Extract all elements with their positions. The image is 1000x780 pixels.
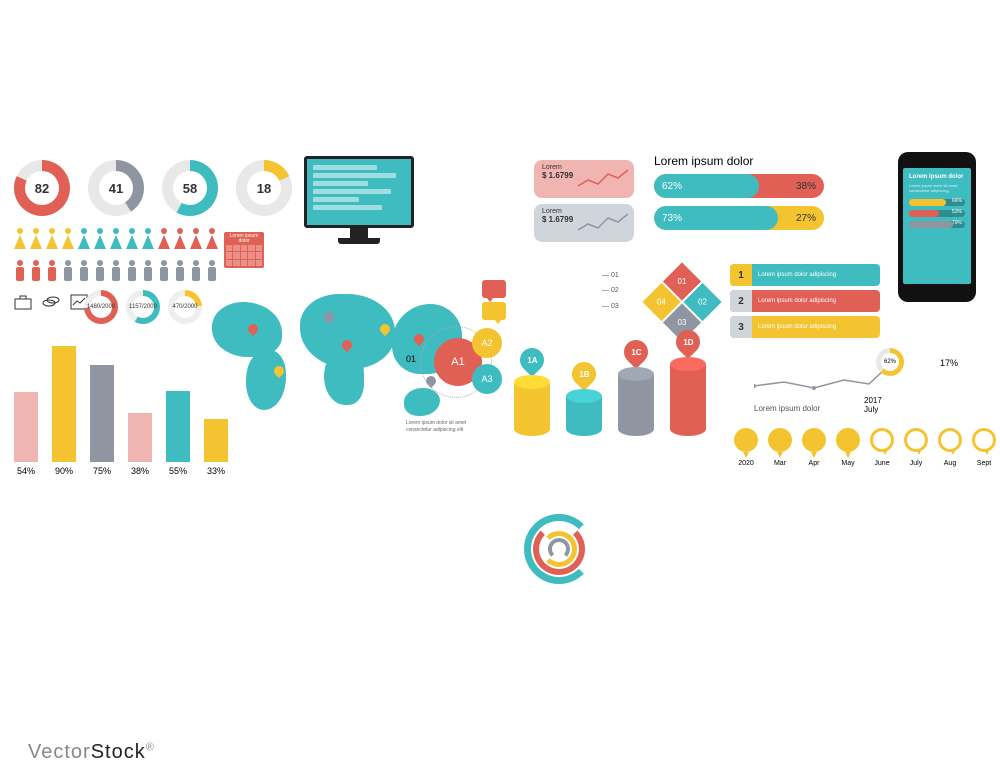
woman-icon (110, 228, 122, 254)
numbered-list: 1Lorem ipsum dolor adipiscing 2Lorem ips… (730, 264, 880, 342)
man-icon (110, 260, 122, 286)
man-icon (142, 260, 154, 286)
mini-donuts: 1480/20001157/2000470/2000 (84, 290, 202, 324)
calendar-icon: Lorem ipsum dolor (224, 232, 264, 268)
man-icon (94, 260, 106, 286)
progress-block: Lorem ipsum dolor 62%38% 73%27% (654, 154, 824, 238)
man-icon (62, 260, 74, 286)
woman-icon (174, 228, 186, 254)
gauge: 41 (88, 160, 144, 216)
woman-icon (158, 228, 170, 254)
timeline-item: June (870, 428, 894, 467)
bar: 75% (90, 365, 114, 476)
progress-bar: 62%38% (654, 174, 824, 198)
coins-icon (42, 294, 60, 310)
diamond-chart: 01020403 (654, 274, 710, 330)
timeline-item: Mar (768, 428, 792, 467)
gauge: 18 (236, 160, 292, 216)
cylinder: 1A (514, 382, 550, 436)
venn-a2: A2 (472, 328, 502, 358)
bar: 55% (166, 391, 190, 476)
mini-donut: 470/2000 (168, 290, 202, 324)
watermark: VectorStock® (28, 741, 155, 764)
timeline-item: Aug (938, 428, 962, 467)
woman-icon (30, 228, 42, 254)
gauge: 82 (14, 160, 70, 216)
list-item: 1Lorem ipsum dolor adipiscing (730, 264, 880, 286)
timeline-item: July (904, 428, 928, 467)
progress-bar: 73%27% (654, 206, 824, 230)
venn-side-label: 01 (406, 354, 416, 364)
radial-chart (524, 514, 594, 584)
progress-title: Lorem ipsum dolor (654, 154, 824, 168)
timeline-caption: Lorem ipsum dolor (754, 404, 820, 413)
people-pictogram (14, 228, 218, 286)
bar: 90% (52, 346, 76, 476)
man-icon (30, 260, 42, 286)
woman-icon (206, 228, 218, 254)
phone-sub: Lorem ipsum dolor sit amet, consectetur … (909, 183, 965, 193)
phone-bar: 79% (909, 221, 965, 228)
mini-line-block: 62% 17% 2017 July (754, 352, 894, 407)
woman-icon (46, 228, 58, 254)
list-item: 2Lorem ipsum dolor adipiscing (730, 290, 880, 312)
cylinder: 1D (670, 364, 706, 436)
speech-icon (482, 280, 506, 320)
man-icon (174, 260, 186, 286)
timeline-item: Sept (972, 428, 996, 467)
stat-card: Lorem$ 1.6799 (534, 160, 634, 198)
venn-a3: A3 (472, 364, 502, 394)
mini-donut-pct: 62% (881, 353, 899, 371)
gauge: 58 (162, 160, 218, 216)
man-icon (158, 260, 170, 286)
woman-icon (78, 228, 90, 254)
mini-icons (14, 294, 88, 310)
phone-bar: 53% (909, 210, 965, 217)
radial-legend: — 01 — 02 — 03 (602, 268, 619, 314)
monitor-illustration (304, 156, 414, 251)
donut-gauges: 82 41 58 18 (14, 160, 292, 216)
woman-icon (126, 228, 138, 254)
man-icon (78, 260, 90, 286)
mini-line-pct: 17% (940, 358, 958, 368)
bar-chart: 54%90%75%38%55%33% (14, 346, 228, 476)
map-note: Lorem ipsum dolor sit amet consectetur a… (406, 420, 476, 433)
man-icon (190, 260, 202, 286)
briefcase-icon (14, 294, 32, 310)
bar: 54% (14, 392, 38, 476)
man-icon (126, 260, 138, 286)
phone-title: Lorem ipsum dolor (909, 174, 965, 180)
calendar-title: Lorem ipsum dolor (226, 234, 262, 244)
stat-cards: Lorem$ 1.6799 Lorem$ 1.6799 (534, 160, 634, 248)
cylinder: 1C (618, 374, 654, 436)
woman-icon (94, 228, 106, 254)
bar: 38% (128, 413, 152, 476)
mini-donut: 1480/2000 (84, 290, 118, 324)
man-icon (46, 260, 58, 286)
woman-icon (142, 228, 154, 254)
stat-card: Lorem$ 1.6799 (534, 204, 634, 242)
timeline-item: 2020 (734, 428, 758, 467)
phone-illustration: Lorem ipsum dolor Lorem ipsum dolor sit … (898, 152, 976, 302)
phone-bar: 66% (909, 199, 965, 206)
mini-donut: 1157/2000 (126, 290, 160, 324)
woman-icon (14, 228, 26, 254)
timeline-item: May (836, 428, 860, 467)
cylinder-chart: 1A 1B 1C 1D (514, 364, 706, 436)
timeline: 2020 Mar Apr May June July Aug Sept (734, 428, 996, 467)
list-item: 3Lorem ipsum dolor adipiscing (730, 316, 880, 338)
woman-icon (190, 228, 202, 254)
woman-icon (62, 228, 74, 254)
cylinder: 1B (566, 396, 602, 436)
mini-line-date: 2017 July (864, 396, 894, 414)
man-icon (14, 260, 26, 286)
timeline-item: Apr (802, 428, 826, 467)
